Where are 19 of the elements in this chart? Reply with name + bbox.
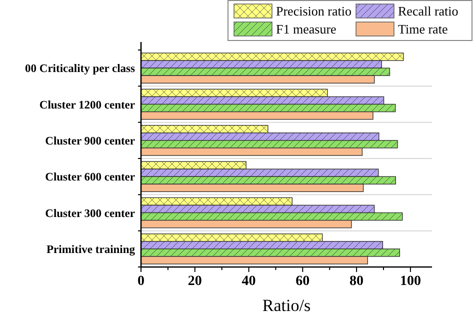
x-tick-label: 40 [242, 274, 256, 289]
legend-label: Recall ratio [398, 4, 458, 18]
x-tick-label: 60 [296, 274, 310, 289]
y-tick-label: Cluster 600 center [45, 172, 135, 184]
y-tick-label: Cluster 300 center [45, 208, 135, 220]
y-tick-label: Primitive training [46, 244, 136, 256]
legend-label: Time rate [398, 22, 448, 36]
x-axis-title: Ratio/s [262, 296, 311, 313]
legend-label: Precision ratio [276, 4, 352, 18]
x-tick-label: 80 [350, 274, 364, 289]
legend-label: F1 measure [276, 22, 337, 36]
y-tick-label: 00 Criticality per class [25, 63, 136, 76]
x-tick-label: 0 [138, 274, 144, 289]
y-tick-label: Cluster 1200 center [39, 99, 135, 112]
x-tick-label: 20 [188, 274, 202, 289]
bar [140, 220, 352, 228]
bar [140, 111, 374, 120]
x-tick-label: 100 [400, 274, 421, 289]
y-tick-label: Cluster 900 center [45, 135, 135, 148]
